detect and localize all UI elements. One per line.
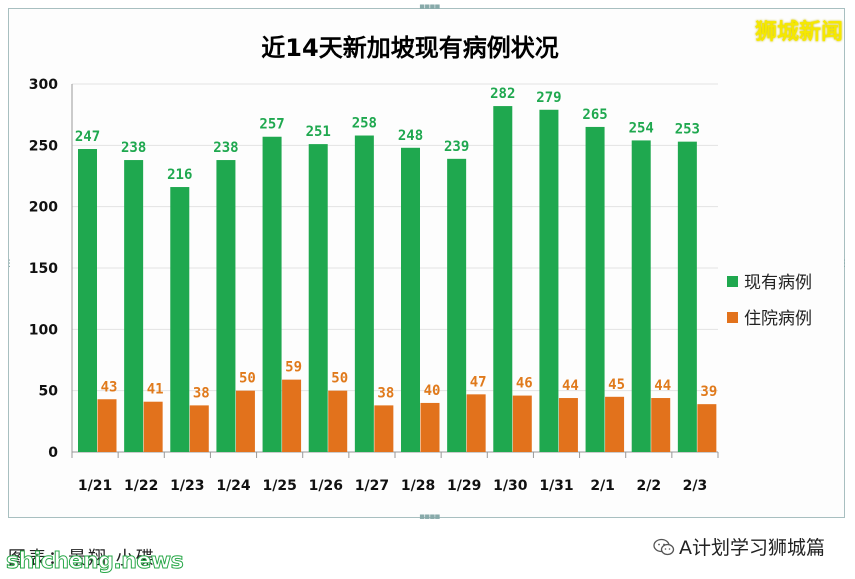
data-label: 38: [193, 385, 210, 401]
legend-item-current: 现有病例: [727, 268, 812, 293]
data-label: 216: [167, 167, 192, 183]
bar-current: [447, 158, 467, 452]
data-label: 41: [147, 382, 164, 398]
legend-label-hospitalised: 住院病例: [744, 309, 812, 329]
bar-current: [308, 144, 328, 452]
x-tick-label: 1/27: [355, 478, 389, 494]
data-label: 50: [331, 371, 348, 387]
y-tick-label: 100: [29, 322, 58, 338]
data-label: 39: [700, 384, 717, 400]
bar-current: [401, 147, 420, 452]
bar-hospitalised: [651, 398, 671, 452]
resize-handle-bottom[interactable]: ▪▪▪▪: [419, 512, 440, 522]
data-label: 248: [398, 128, 423, 144]
watermark: shicheng.news: [5, 549, 184, 575]
x-tick-label: 2/1: [590, 478, 615, 494]
bar-current: [354, 135, 374, 452]
credit-text: 图表：景翔·小碟: [8, 548, 156, 569]
x-tick-label: 1/29: [447, 478, 481, 494]
data-label: 44: [654, 378, 671, 394]
data-label: 46: [516, 376, 533, 392]
chart-title: 近14天新加坡现有病例状况: [261, 34, 559, 62]
data-label: 239: [444, 139, 469, 155]
y-tick-label: 250: [29, 138, 58, 154]
x-tick-label: 1/31: [539, 478, 573, 494]
data-label: 38: [377, 385, 394, 401]
data-label: 50: [239, 371, 256, 387]
x-tick-label: 1/28: [401, 478, 435, 494]
resize-handle-left[interactable]: ⋮: [5, 259, 14, 269]
data-label: 257: [259, 117, 284, 133]
data-label: 238: [121, 140, 146, 156]
bar-current: [170, 187, 190, 453]
data-label: 258: [352, 116, 377, 132]
bar-hospitalised: [282, 379, 302, 452]
x-tick-label: 1/23: [170, 478, 204, 494]
x-tick-label: 1/22: [124, 478, 158, 494]
source-text: A计划学习狮城篇: [679, 537, 825, 559]
x-tick-label: 1/21: [78, 478, 112, 494]
data-label: 238: [213, 140, 238, 156]
data-label: 59: [285, 360, 302, 376]
bar-hospitalised: [697, 404, 717, 452]
bar-hospitalised: [466, 394, 486, 452]
bar-hospitalised: [605, 396, 625, 452]
data-label: 43: [101, 379, 118, 395]
bar-hospitalised: [420, 402, 440, 452]
bar-current: [493, 106, 513, 452]
x-tick-label: 2/3: [683, 478, 708, 494]
legend-label-current: 现有病例: [744, 273, 812, 293]
y-tick-label: 50: [39, 384, 59, 400]
y-tick-label: 200: [29, 200, 58, 216]
bar-hospitalised: [235, 390, 255, 452]
bar-hospitalised: [143, 401, 163, 452]
bar-current: [585, 126, 605, 452]
resize-handle-right[interactable]: ⋮: [840, 259, 849, 269]
data-label: 254: [629, 120, 654, 136]
bar-hospitalised: [189, 405, 209, 452]
legend-swatch-hospitalised: [727, 312, 738, 323]
data-label: 253: [675, 122, 700, 138]
x-tick-label: 1/26: [309, 478, 343, 494]
y-tick-label: 150: [29, 261, 58, 277]
bar-current: [539, 109, 559, 452]
bar-current: [216, 160, 236, 452]
resize-handle-top[interactable]: ▪▪▪▪: [419, 2, 440, 12]
legend-item-hospitalised: 住院病例: [727, 304, 812, 329]
data-label: 265: [582, 107, 607, 123]
y-tick-label: 0: [48, 445, 58, 461]
data-label: 282: [490, 86, 515, 102]
y-tick-label: 300: [29, 77, 58, 93]
data-label: 44: [562, 378, 579, 394]
x-tick-label: 2/2: [636, 478, 661, 494]
source-label: A计划学习狮城篇: [653, 533, 825, 560]
bar-current: [124, 160, 144, 452]
x-tick-label: 1/25: [262, 478, 296, 494]
x-tick-label: 1/24: [216, 478, 251, 494]
bar-hospitalised: [512, 395, 532, 452]
brand-logo: 狮城新闻: [754, 20, 843, 45]
data-label: 40: [424, 383, 441, 399]
bar-current: [262, 136, 282, 452]
bar-current: [677, 141, 697, 453]
bar-hospitalised: [328, 390, 348, 452]
data-label: 251: [306, 124, 331, 140]
bar-hospitalised: [558, 398, 578, 452]
data-label: 47: [470, 374, 487, 390]
data-label: 45: [608, 377, 625, 393]
bar-current: [631, 140, 651, 452]
bar-hospitalised: [374, 405, 394, 452]
data-label: 279: [536, 90, 561, 106]
wechat-icon: [653, 538, 675, 556]
x-tick-label: 1/30: [493, 478, 528, 494]
data-label: 247: [75, 129, 100, 145]
bar-hospitalised: [97, 399, 117, 452]
bar-current: [78, 149, 97, 452]
legend-swatch-current: [727, 276, 738, 287]
